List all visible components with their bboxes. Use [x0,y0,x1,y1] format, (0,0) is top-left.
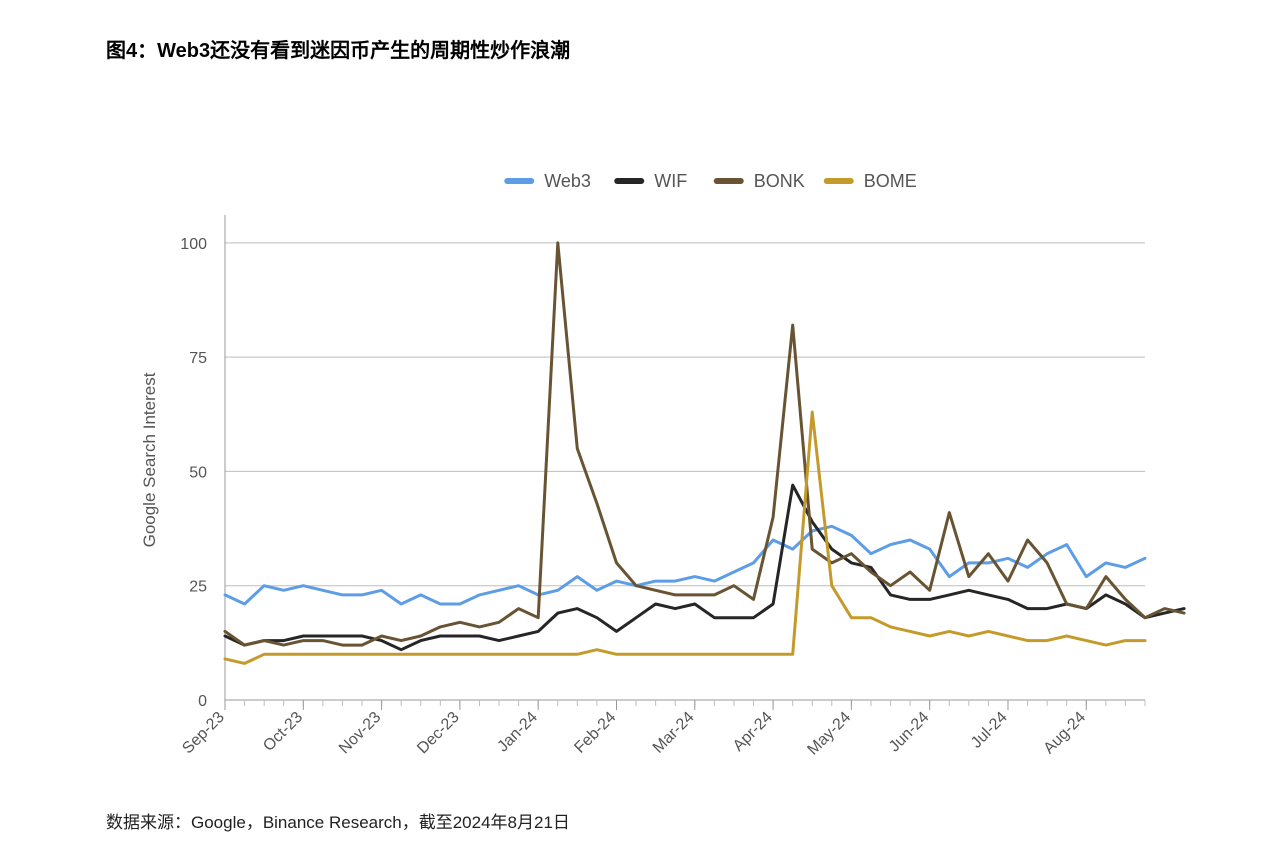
legend-swatch [714,178,744,184]
svg-text:Jun-24: Jun-24 [886,709,933,756]
svg-text:Sep-23: Sep-23 [179,709,228,758]
svg-text:Mar-24: Mar-24 [650,709,698,757]
line-chart: 0 25 50 75 100 Sep-23 Oct-23 Nov-23 Dec-23 Jan-24… [0,160,1274,780]
svg-text:Aug-24: Aug-24 [1041,709,1090,758]
svg-text:50: 50 [189,464,207,481]
series-line [225,526,1145,604]
legend-swatch [504,178,534,184]
legend-swatch [824,178,854,184]
chart-source: 数据来源：Google，Binance Research，截至2024年8月21… [106,808,570,833]
svg-text:Dec-23: Dec-23 [414,709,463,758]
series-line [225,412,1145,663]
svg-text:0: 0 [198,693,207,710]
svg-text:75: 75 [189,350,207,367]
legend-label: BONK [754,171,805,191]
svg-text:Oct-23: Oct-23 [260,709,306,755]
svg-text:100: 100 [180,236,207,253]
svg-text:May-24: May-24 [804,709,854,759]
svg-text:25: 25 [189,579,207,596]
chart-title: 图4：Web3还没有看到迷因币产生的周期性炒作浪潮 [106,34,570,63]
legend-label: Web3 [544,171,591,191]
figure-page: 图4：Web3还没有看到迷因币产生的周期性炒作浪潮 0 25 50 75 100 Sep-… [0,0,1274,866]
svg-text:Jan-24: Jan-24 [494,709,541,756]
chart-container: 0 25 50 75 100 Sep-23 Oct-23 Nov-23 Dec-23 Jan-24… [0,160,1274,780]
legend-label: WIF [654,171,687,191]
series-line [225,485,1184,650]
svg-text:Jul-24: Jul-24 [968,709,1011,752]
legend-label: BOME [864,171,917,191]
legend-swatch [614,178,644,184]
svg-text:Feb-24: Feb-24 [571,709,619,757]
svg-text:Apr-24: Apr-24 [730,709,776,755]
series-line [225,243,1184,645]
svg-text:Nov-23: Nov-23 [336,709,385,758]
svg-text:Google Search Interest: Google Search Interest [140,372,159,547]
